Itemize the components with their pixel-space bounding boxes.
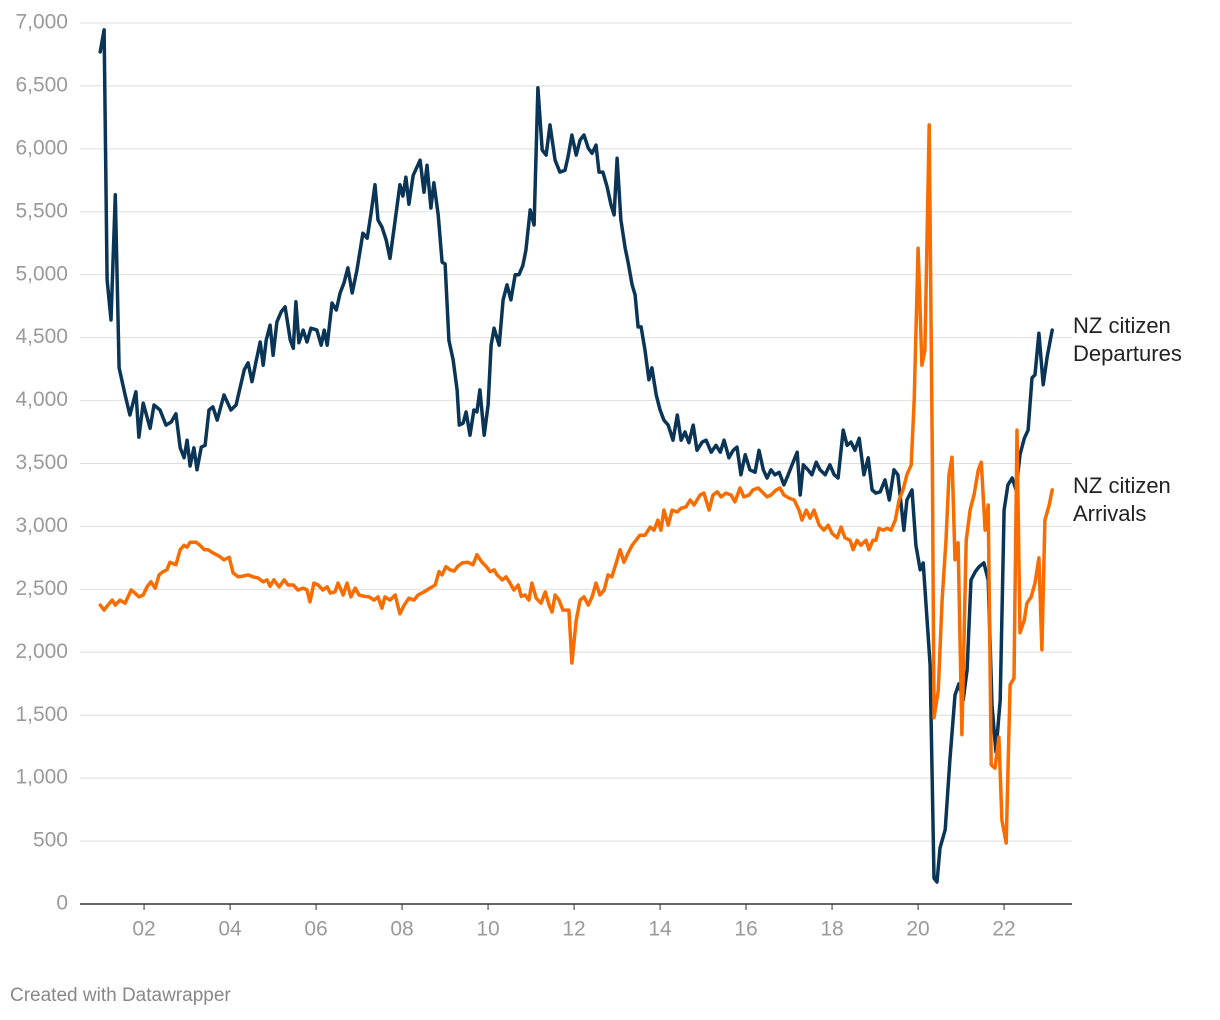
y-tick-label: 2,000 (15, 640, 68, 663)
series-line (98, 123, 1054, 845)
x-tick-label: 14 (648, 918, 672, 941)
y-tick-label: 3,000 (15, 514, 68, 537)
x-tick-label: 04 (218, 918, 242, 941)
y-tick-label: 4,000 (15, 388, 68, 411)
series-label: NZ citizen Arrivals (1073, 472, 1171, 526)
y-tick-label: 1,000 (15, 766, 68, 789)
x-tick-label: 08 (390, 918, 413, 941)
credit: Created with Datawrapper (10, 985, 231, 1006)
x-tick-label: 10 (476, 918, 499, 941)
x-tick-label: 12 (562, 918, 585, 941)
y-tick-label: 6,500 (15, 73, 68, 96)
y-tick-label: 3,500 (15, 451, 68, 474)
x-tick-label: 06 (304, 918, 327, 941)
y-tick-label: 1,500 (15, 703, 68, 726)
y-tick-label: 500 (33, 829, 68, 852)
y-tick-label: 6,000 (15, 136, 68, 159)
y-tick-label: 2,500 (15, 577, 68, 600)
y-tick-label: 0 (56, 892, 68, 915)
x-tick-label: 02 (132, 918, 155, 941)
y-tick-label: 4,500 (15, 325, 68, 348)
series-label: NZ citizen Departures (1073, 313, 1182, 367)
x-tick-label: 18 (820, 918, 843, 941)
y-tick-label: 5,500 (15, 199, 68, 222)
series-line (98, 28, 1054, 884)
x-tick-label: 16 (734, 918, 757, 941)
x-tick-label: 22 (992, 918, 1015, 941)
x-tick-label: 20 (906, 918, 929, 941)
y-tick-label: 7,000 (15, 11, 68, 34)
y-tick-label: 5,000 (15, 262, 68, 285)
